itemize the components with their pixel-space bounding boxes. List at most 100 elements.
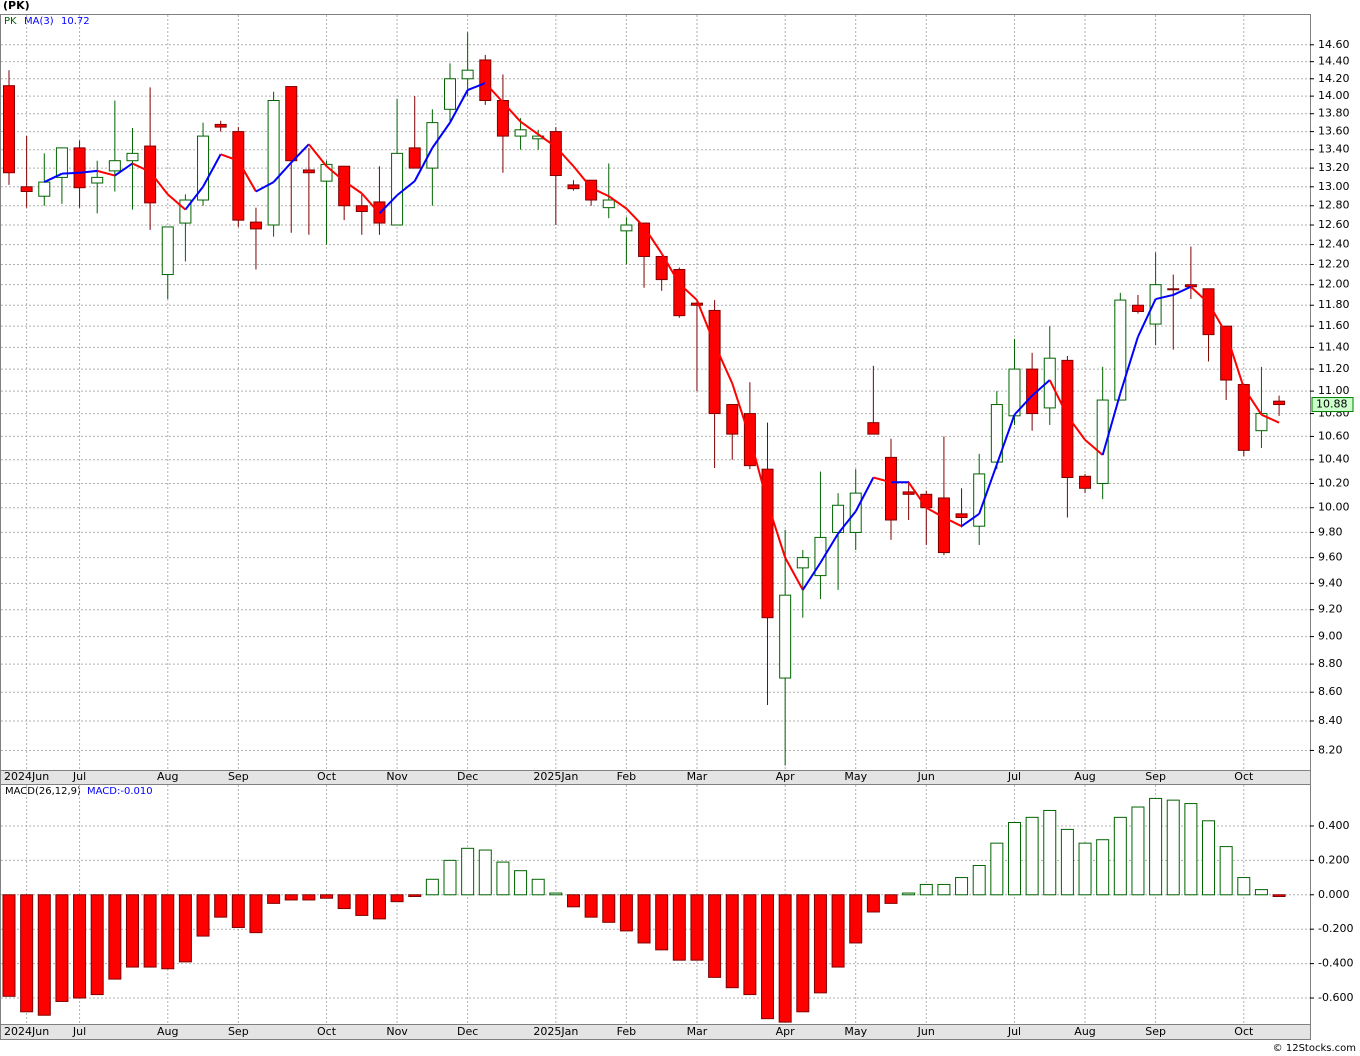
y-tick-label: 10.60 <box>1318 429 1350 442</box>
ma-line <box>537 133 557 148</box>
ma-line <box>1137 298 1157 338</box>
candle-body <box>408 147 421 169</box>
ma-line <box>643 226 663 255</box>
y-tick-label: -0.200 <box>1318 922 1353 935</box>
macd-bar <box>231 894 245 928</box>
last-price-label: 10.88 <box>1316 398 1348 411</box>
x-tick-label: Sep <box>228 1025 249 1038</box>
ma-line <box>502 101 522 123</box>
ma-line <box>1242 387 1263 416</box>
macd-legend-name: MACD: <box>87 786 120 797</box>
ma-line <box>1101 393 1122 456</box>
macd-bar <box>955 877 969 896</box>
y-tick-label: 10.20 <box>1318 476 1350 489</box>
candle-body <box>673 268 686 317</box>
ma-line <box>255 181 275 193</box>
macd-bar <box>90 894 104 996</box>
ma-line <box>361 192 381 215</box>
candle-body <box>3 85 15 174</box>
macd-bar <box>849 894 863 944</box>
y-tick-label: 12.80 <box>1318 199 1350 212</box>
candle-body <box>1131 304 1144 312</box>
macd-bar <box>320 894 334 899</box>
macd-bar <box>655 894 669 951</box>
y-tick-label: 11.80 <box>1318 298 1350 311</box>
ma-line <box>960 513 980 528</box>
macd-bar <box>1149 797 1163 896</box>
x-tick-label: Jul <box>1007 770 1021 783</box>
candle-body <box>602 199 615 209</box>
macd-bar <box>972 865 986 896</box>
macd-bar <box>461 847 475 896</box>
ma-line <box>907 481 928 509</box>
x-tick-label: May <box>844 770 867 783</box>
y-tick-label: 9.40 <box>1318 576 1343 589</box>
ma-line <box>61 171 80 175</box>
x-tick-label: Feb <box>617 1025 636 1038</box>
ma-line <box>202 153 222 188</box>
candle-body <box>197 135 210 201</box>
macd-bar <box>1078 842 1092 896</box>
ma-line <box>837 510 857 535</box>
candle-body <box>338 165 351 207</box>
x-tick-label: Apr <box>776 770 796 783</box>
ma-line <box>1048 379 1069 417</box>
y-tick-label: 8.60 <box>1318 685 1343 698</box>
candle-body <box>1061 359 1074 478</box>
macd-legend: MACD:-0.010 <box>87 786 153 797</box>
y-tick-label: 11.40 <box>1318 340 1350 353</box>
candle-body <box>902 491 915 495</box>
x-tick-label: Jul <box>1007 1025 1021 1038</box>
y-tick-label: 9.80 <box>1318 525 1343 538</box>
candle-body <box>1114 299 1127 401</box>
macd-bar <box>1272 894 1286 897</box>
candle-body <box>285 86 298 162</box>
macd-bar <box>267 894 281 904</box>
candle-body <box>708 309 721 415</box>
macd-bar <box>55 894 69 1002</box>
macd-bar <box>214 894 228 918</box>
macd-bar <box>20 894 34 1013</box>
y-tick-label: 0.200 <box>1318 853 1350 866</box>
legend-symbol: PK <box>4 16 17 27</box>
ma-line <box>1031 379 1051 397</box>
ma-line <box>978 464 998 515</box>
macd-bar <box>337 894 351 910</box>
x-tick-label: Oct <box>317 770 337 783</box>
ma-line <box>378 194 398 215</box>
legend-ma: MA(3) <box>24 16 54 27</box>
candle-body <box>232 131 245 221</box>
y-tick-label: -0.600 <box>1318 991 1353 1004</box>
candle-body <box>461 69 474 80</box>
y-tick-label: 13.40 <box>1318 143 1350 156</box>
ma-line <box>696 299 716 345</box>
y-tick-label: 13.00 <box>1318 180 1350 193</box>
x-tick-label: Jul <box>72 770 86 783</box>
candle-body <box>1273 400 1286 406</box>
chart-title: (PK) <box>3 0 30 12</box>
y-tick-label: 13.60 <box>1318 125 1350 138</box>
candle-body <box>38 181 51 197</box>
x-tick-label: Jun <box>917 1025 935 1038</box>
ma-line <box>431 122 451 149</box>
x-tick-label: Aug <box>157 1025 178 1038</box>
ma-line <box>343 180 363 195</box>
legend-ma-value: 10.72 <box>61 16 90 27</box>
x-tick-label: Oct <box>1234 770 1254 783</box>
macd-bar <box>1254 889 1268 896</box>
ma-line <box>132 162 151 173</box>
ma-line <box>167 193 187 211</box>
x-tick-label: Nov <box>386 1025 408 1038</box>
candle-body <box>73 147 86 189</box>
candle-body <box>1184 284 1197 288</box>
ma-line <box>1084 439 1104 456</box>
y-tick-label: 13.20 <box>1318 161 1350 174</box>
macd-title: MACD(26,12,9) <box>5 786 81 797</box>
macd-bar <box>37 894 51 1016</box>
macd-bar <box>937 883 951 896</box>
macd-bar <box>372 894 386 920</box>
ma-line <box>413 147 434 182</box>
x-tick-label: 2025Jan <box>533 1025 578 1038</box>
ma-line <box>467 82 486 91</box>
